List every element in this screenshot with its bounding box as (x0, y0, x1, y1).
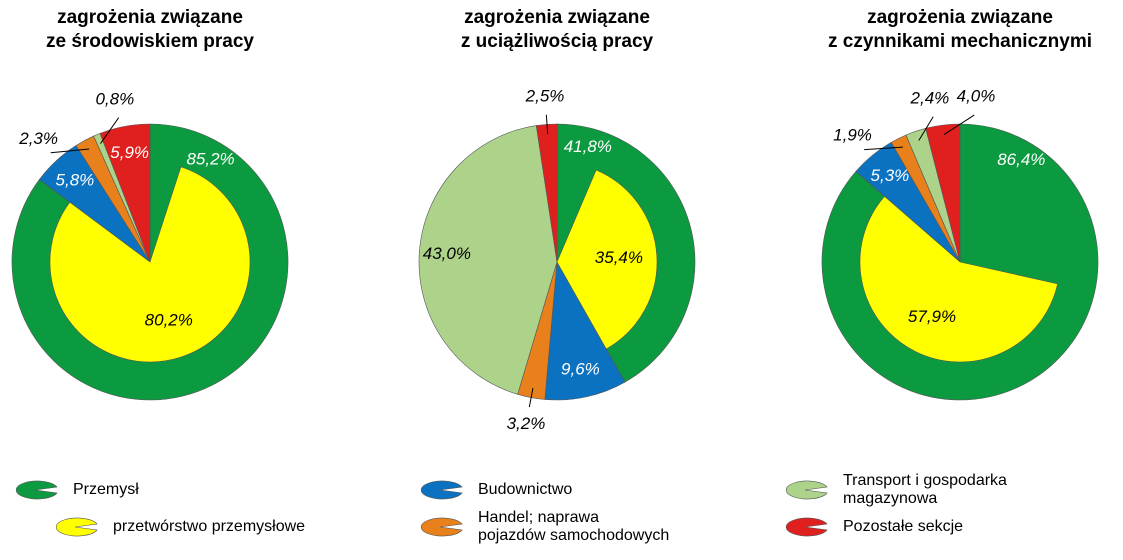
legend-icon (420, 480, 463, 500)
value-label: 85,2% (186, 149, 234, 168)
pie-slice (418, 125, 558, 395)
value-label: 2,5% (525, 86, 565, 105)
value-label: 35,4% (595, 248, 643, 267)
value-label: 57,9% (908, 307, 956, 326)
value-label: 43,0% (423, 244, 471, 263)
pie-slice (544, 261, 626, 401)
legend-icon (420, 517, 463, 537)
legend-icon (15, 480, 58, 500)
leader-line (528, 387, 534, 408)
leader-line (100, 117, 120, 144)
legend-label: magazynowa (843, 490, 937, 507)
value-label: 0,8% (95, 90, 134, 109)
legend-icon (55, 517, 98, 537)
chart-title: zagrożenia związane (867, 7, 1053, 28)
leader-line (864, 146, 903, 151)
chart-title: zagrożenia związane (57, 7, 243, 28)
leader-line (943, 114, 975, 136)
value-label: 3,2% (507, 414, 546, 433)
value-label: 5,3% (871, 166, 910, 185)
inner-slice (859, 195, 1058, 363)
inner-slice (556, 169, 658, 350)
chart-title: zagrożenia związane (464, 7, 650, 28)
legend-label: Pozostałe sekcje (843, 518, 963, 535)
chart-title: z uciążliwością pracy (461, 31, 654, 52)
inner-slice (49, 166, 251, 363)
legend-icon (785, 517, 828, 537)
leader-line (50, 148, 90, 154)
value-label: 1,9% (833, 125, 872, 144)
leader-line (918, 116, 934, 141)
legend-label: przetwórstwo przemysłowe (113, 518, 305, 535)
value-label: 5,9% (110, 143, 149, 162)
value-label: 2,4% (910, 89, 950, 108)
value-label: 86,4% (997, 150, 1045, 169)
legend-label: Przemysł (73, 481, 139, 498)
value-label: 41,8% (564, 137, 612, 156)
chart-title: ze środowiskiem pracy (46, 31, 254, 52)
value-label: 5,8% (56, 171, 95, 190)
legend-label: pojazdów samochodowych (478, 527, 669, 544)
legend-label: Transport i gospodarka (843, 472, 1007, 489)
leader-line (545, 114, 549, 135)
legend-label: Handel; naprawa (478, 509, 599, 526)
legend-label: Budownictwo (478, 481, 572, 498)
value-label: 2,3% (18, 129, 58, 148)
value-label: 80,2% (145, 311, 193, 330)
pie-slice (99, 123, 151, 263)
legend-icon (785, 480, 828, 500)
value-label: 4,0% (957, 87, 996, 106)
value-label: 9,6% (561, 359, 600, 378)
chart-title: z czynnikami mechanicznymi (828, 31, 1092, 52)
